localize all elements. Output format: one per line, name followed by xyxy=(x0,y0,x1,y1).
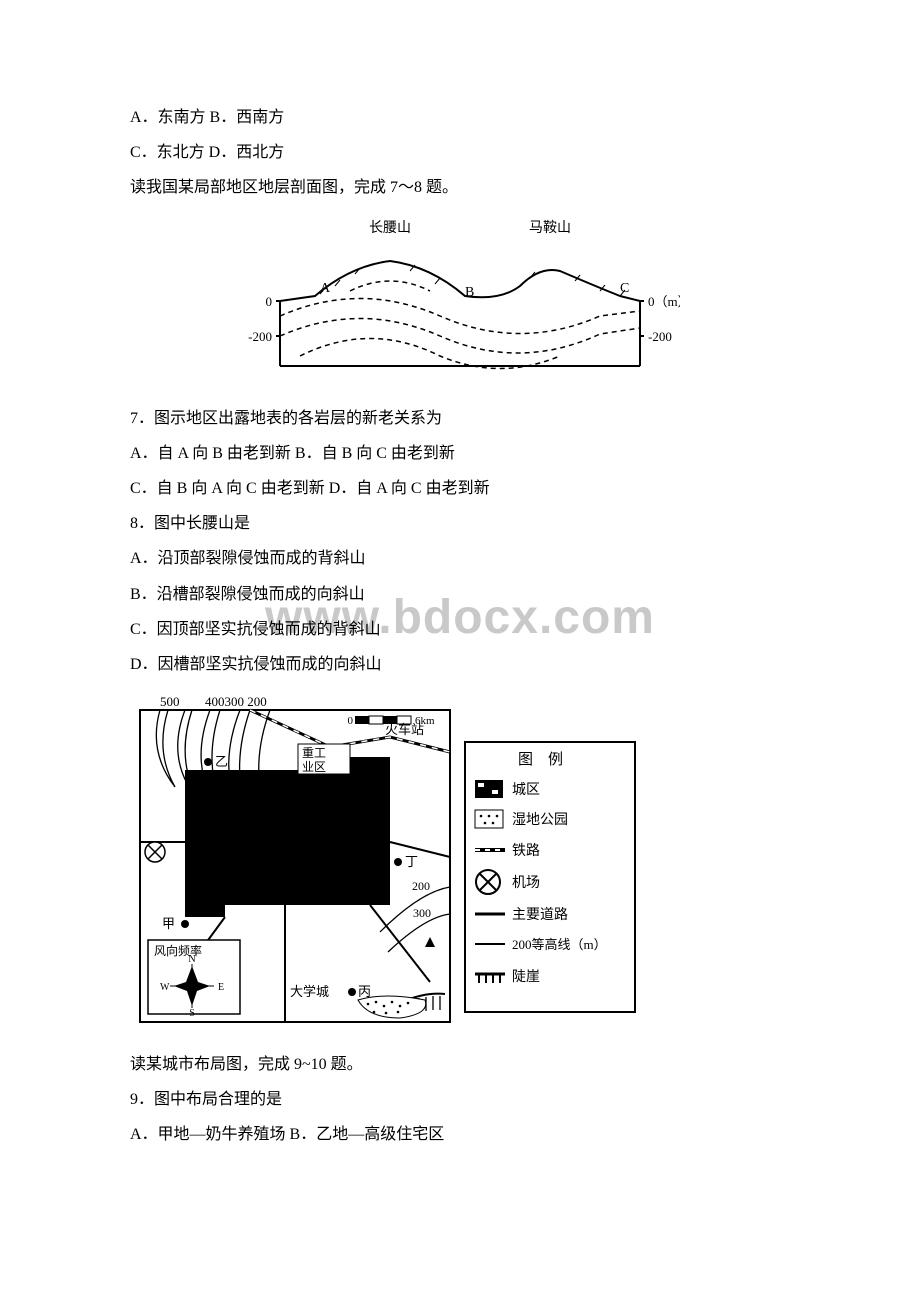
label-ding: 丁 xyxy=(405,854,418,869)
label-train-station: 火车站 xyxy=(385,722,424,737)
axis-left-0: 0 xyxy=(266,294,273,309)
label-maanshan: 马鞍山 xyxy=(529,220,571,236)
wetland-patch xyxy=(358,996,426,1018)
contour-200: 200 xyxy=(412,879,430,893)
legend-title: 图 例 xyxy=(518,751,563,768)
figure-city-map: 500 400300 200 0 6km xyxy=(130,692,790,1037)
svg-text:W: W xyxy=(160,982,170,993)
city-area xyxy=(185,770,390,905)
svg-text:S: S xyxy=(189,1008,195,1019)
label-A: A xyxy=(320,281,331,296)
legend-airport: 机场 xyxy=(512,875,540,891)
contour-label-500: 500 xyxy=(160,694,180,709)
q7-option-cd: C．自 B 向 A 向 C 由老到新 D．自 A 向 C 由老到新 xyxy=(130,471,790,506)
axis-right-200: -200 xyxy=(648,329,672,344)
contour-label-400-200: 400300 200 xyxy=(205,694,267,709)
label-B: B xyxy=(465,285,474,300)
svg-text:N: N xyxy=(188,954,195,965)
surface-line xyxy=(280,261,640,301)
legend-city: 城区 xyxy=(512,782,540,798)
q8-option-c: C．因顶部坚实抗侵蚀而成的背斜山 xyxy=(130,612,790,647)
legend-railway: 铁路 xyxy=(512,843,540,859)
label-jia: 甲 xyxy=(162,916,175,931)
label-university: 大学城 xyxy=(290,984,329,999)
legend-wetland: 湿地公园 xyxy=(512,812,568,828)
option-line: C．东北方 D．西北方 xyxy=(130,135,790,170)
label-yi: 乙 xyxy=(215,754,228,769)
svg-text:E: E xyxy=(218,982,224,993)
legend-cliff: 陡崖 xyxy=(512,969,540,985)
instruction-line-2: 读某城市布局图，完成 9~10 题。 xyxy=(130,1047,790,1082)
label-changyaoshan: 长腰山 xyxy=(369,220,411,236)
q8-option-a: A．沿顶部裂隙侵蚀而成的背斜山 xyxy=(130,541,790,576)
label-heavy-industry-1: 重工 xyxy=(302,746,326,760)
legend-contour: 200等高线（m） xyxy=(512,937,607,952)
option-line: A．东南方 B．西南方 xyxy=(130,100,790,135)
q8-option-d: D．因槽部坚实抗侵蚀而成的向斜山 xyxy=(130,647,790,682)
q8-option-b: B．沿槽部裂隙侵蚀而成的向斜山 xyxy=(130,577,790,612)
instruction-line: 读我国某局部地区地层剖面图，完成 7～8 题。 xyxy=(130,170,790,205)
svg-text:0: 0 xyxy=(348,715,354,727)
axis-left-200: -200 xyxy=(248,329,272,344)
label-heavy-industry-2: 业区 xyxy=(302,760,326,774)
contour-300: 300 xyxy=(413,906,431,920)
q9-option-ab: A．甲地—奶牛养殖场 B．乙地—高级住宅区 xyxy=(130,1117,790,1152)
figure-cross-section: 长腰山 马鞍山 xyxy=(130,216,790,381)
label-C: C xyxy=(620,281,629,296)
axis-right-0: 0（m） xyxy=(648,294,680,309)
legend-road: 主要道路 xyxy=(512,907,568,923)
label-bing: 丙 xyxy=(358,984,371,999)
q7-option-ab: A．自 A 向 B 由老到新 B．自 B 向 C 由老到新 xyxy=(130,436,790,471)
airport-on-map xyxy=(145,842,165,862)
question-8: 8．图中长腰山是 xyxy=(130,506,790,541)
question-7: 7．图示地区出露地表的各岩层的新老关系为 xyxy=(130,401,790,436)
question-9: 9．图中布局合理的是 xyxy=(130,1082,790,1117)
